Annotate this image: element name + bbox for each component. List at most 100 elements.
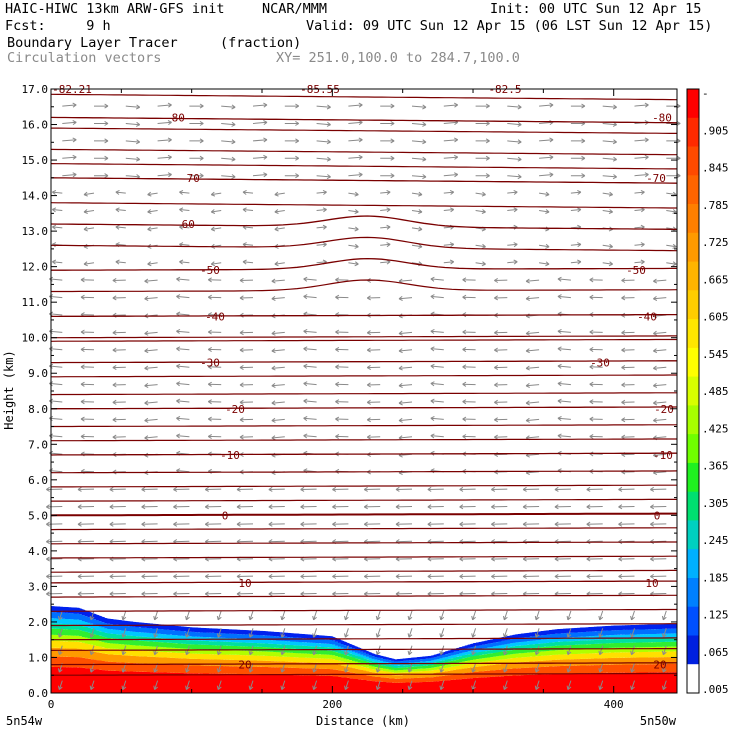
wind-vector [125, 121, 141, 127]
wind-vector [147, 209, 158, 214]
contour-label: -40 [205, 310, 225, 323]
wind-vector [650, 486, 667, 492]
wind-vector [666, 173, 681, 179]
wind-vector [80, 434, 95, 440]
wind-vector [666, 209, 677, 214]
wind-vector [185, 628, 190, 638]
wind-vector [380, 224, 391, 230]
isotherm-line [51, 313, 677, 318]
wind-vector [525, 295, 540, 301]
contour-label: -80 [652, 111, 672, 124]
wind-vector [525, 348, 540, 354]
colorbar-label: .125 [702, 609, 729, 622]
wind-vector [280, 663, 286, 673]
wind-vector [395, 486, 413, 492]
wind-vector [407, 645, 413, 656]
isotherm-line [51, 498, 677, 502]
colorbar-swatch [687, 376, 699, 406]
wind-vector [173, 521, 190, 527]
wind-vector [554, 539, 571, 545]
isotherm-line [51, 470, 678, 474]
colorbar-label: .365 [702, 460, 729, 473]
wind-vector [534, 680, 540, 690]
colorbar-swatch [687, 491, 699, 521]
wind-vector [557, 398, 571, 404]
wind-vector [375, 610, 381, 621]
isotherm-line [51, 127, 677, 134]
wind-vector [427, 486, 444, 492]
wind-vector [239, 382, 254, 388]
wind-vector [621, 277, 635, 283]
wind-vector [621, 382, 635, 388]
wind-vector [602, 174, 617, 180]
wind-vector [539, 209, 550, 214]
isotherm-line [50, 148, 677, 156]
wind-vector [332, 573, 349, 579]
wind-vector [216, 680, 222, 690]
contour-label: 10 [238, 577, 251, 590]
wind-vector [77, 486, 95, 492]
wind-vector [348, 172, 363, 178]
colorbar-swatch [687, 232, 699, 263]
wind-vector [398, 365, 413, 371]
wind-vector [380, 103, 395, 109]
wind-vector [557, 276, 571, 282]
wind-vector [507, 207, 518, 213]
wind-vector [157, 137, 172, 143]
wind-vector [566, 610, 572, 621]
wind-vector [109, 521, 126, 527]
wind-vector [653, 278, 667, 284]
wind-vector [539, 191, 550, 197]
colorbar-swatch [687, 520, 699, 550]
wind-vector [274, 209, 285, 214]
isotherm-line [51, 608, 677, 612]
wind-vector [407, 680, 413, 690]
wind-vector [348, 209, 359, 214]
wind-vector [570, 103, 586, 109]
wind-vector [332, 521, 349, 527]
y-tick-label: 17.0 [22, 83, 49, 96]
wind-vector [284, 120, 300, 126]
wind-vector [271, 348, 285, 354]
wind-vector [586, 539, 603, 545]
colorbar-swatch [687, 146, 699, 176]
wind-vector [630, 663, 635, 673]
colorbar-swatch [687, 261, 699, 291]
wind-vector [475, 155, 490, 161]
org-label: NCAR/MMM [262, 1, 328, 17]
contour-label: -50 [626, 264, 646, 277]
wind-vector [589, 381, 603, 387]
wind-vector [634, 102, 649, 108]
contour-label: -70 [646, 172, 666, 185]
isotherm-line [50, 452, 677, 456]
wind-vector [427, 591, 444, 597]
contour-label: -10 [653, 449, 673, 462]
wind-vector [268, 573, 285, 579]
wind-vector [125, 156, 141, 162]
y-tick-label: 16.0 [22, 119, 49, 132]
wind-vector [557, 433, 571, 439]
wind-vector [443, 154, 459, 160]
wind-vector [566, 663, 572, 673]
contour-label: -60 [175, 218, 195, 231]
wind-vector [312, 663, 318, 673]
y-tick-label: 9.0 [28, 367, 48, 380]
isotherm-line [50, 512, 677, 517]
wind-vector [363, 591, 381, 597]
wind-vector [439, 645, 445, 656]
wind-vector [507, 189, 518, 195]
wind-vector [554, 486, 571, 492]
colorbar-swatch [687, 664, 699, 694]
wind-vector [430, 398, 444, 404]
wind-vector [602, 209, 614, 214]
wind-vector [395, 504, 413, 510]
wind-vector [52, 224, 63, 230]
wind-vector [618, 486, 635, 492]
wind-vector [430, 346, 444, 352]
wind-vector [348, 226, 359, 232]
wind-vector [598, 680, 604, 690]
wind-vector [173, 504, 190, 510]
colorbar-label: .725 [702, 236, 729, 249]
y-tick-label: 13.0 [22, 225, 49, 238]
wind-vector [443, 172, 459, 178]
